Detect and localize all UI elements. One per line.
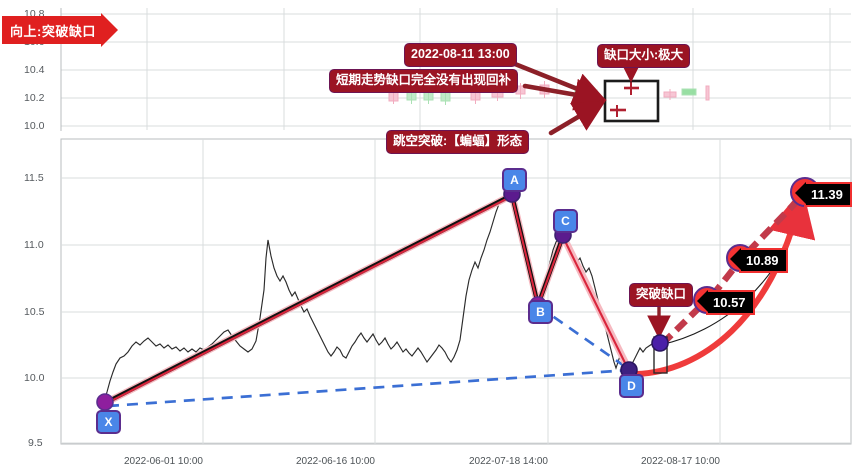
annotation-arrows xyxy=(507,59,607,136)
direction-banner-label: 向上:突破缺口 xyxy=(10,23,96,39)
banner-arrow-tip xyxy=(100,13,118,47)
main-xtick-3: 2022-08-17 10:00 xyxy=(641,456,720,467)
annotation-gap-no-fill: 短期走势缺口完全没有出现回补 xyxy=(329,69,519,93)
top-ytick-3: 10.2 xyxy=(24,92,45,104)
pattern-point-x[interactable]: X xyxy=(96,410,121,434)
direction-banner: 向上:突破缺口 xyxy=(2,13,118,47)
annotation-gap-size: 缺口大小:极大 xyxy=(597,44,691,68)
main-ytick-4: 9.5 xyxy=(28,437,43,449)
main-xtick-1: 2022-06-16 10:00 xyxy=(296,456,375,467)
main-ytick-2: 10.5 xyxy=(24,306,45,318)
target-nub-1 xyxy=(697,290,708,312)
price-target-1-value: 10.57 xyxy=(713,295,746,310)
price-target-2: 10.89 xyxy=(730,248,788,273)
top-panel-grid xyxy=(60,8,851,131)
price-target-3: 11.39 xyxy=(795,182,852,207)
annotation-breakaway-gap: 突破缺口 xyxy=(629,283,694,307)
gap-highlight-candles xyxy=(610,82,639,117)
main-ytick-1: 11.0 xyxy=(24,239,44,251)
price-target-3-value: 11.39 xyxy=(811,187,843,202)
pattern-point-d[interactable]: D xyxy=(619,374,644,398)
top-ytick-2: 10.4 xyxy=(24,64,45,76)
price-target-1: 10.57 xyxy=(697,290,755,315)
pattern-point-c[interactable]: C xyxy=(553,209,578,233)
pattern-point-b[interactable]: B xyxy=(528,300,553,324)
projection-curve-arrow xyxy=(633,188,816,377)
annotation-gap-bat: 跳空突破:【蝙蝠】形态 xyxy=(386,130,530,154)
pattern-legs-red xyxy=(105,194,631,405)
main-xtick-2: 2022-07-18 14:00 xyxy=(469,456,548,467)
target-nub-2 xyxy=(730,248,741,270)
main-ytick-3: 10.0 xyxy=(24,372,45,384)
pattern-point-a[interactable]: A xyxy=(502,168,527,192)
top-ytick-4: 10.0 xyxy=(24,120,45,132)
main-ytick-0: 11.5 xyxy=(24,172,44,184)
price-line xyxy=(103,192,659,402)
annotation-gap-datetime: 2022-08-11 13:00 xyxy=(404,43,517,67)
main-xtick-0: 2022-06-01 10:00 xyxy=(124,456,203,467)
price-target-2-value: 10.89 xyxy=(746,253,779,268)
target-nub-3 xyxy=(795,182,806,204)
